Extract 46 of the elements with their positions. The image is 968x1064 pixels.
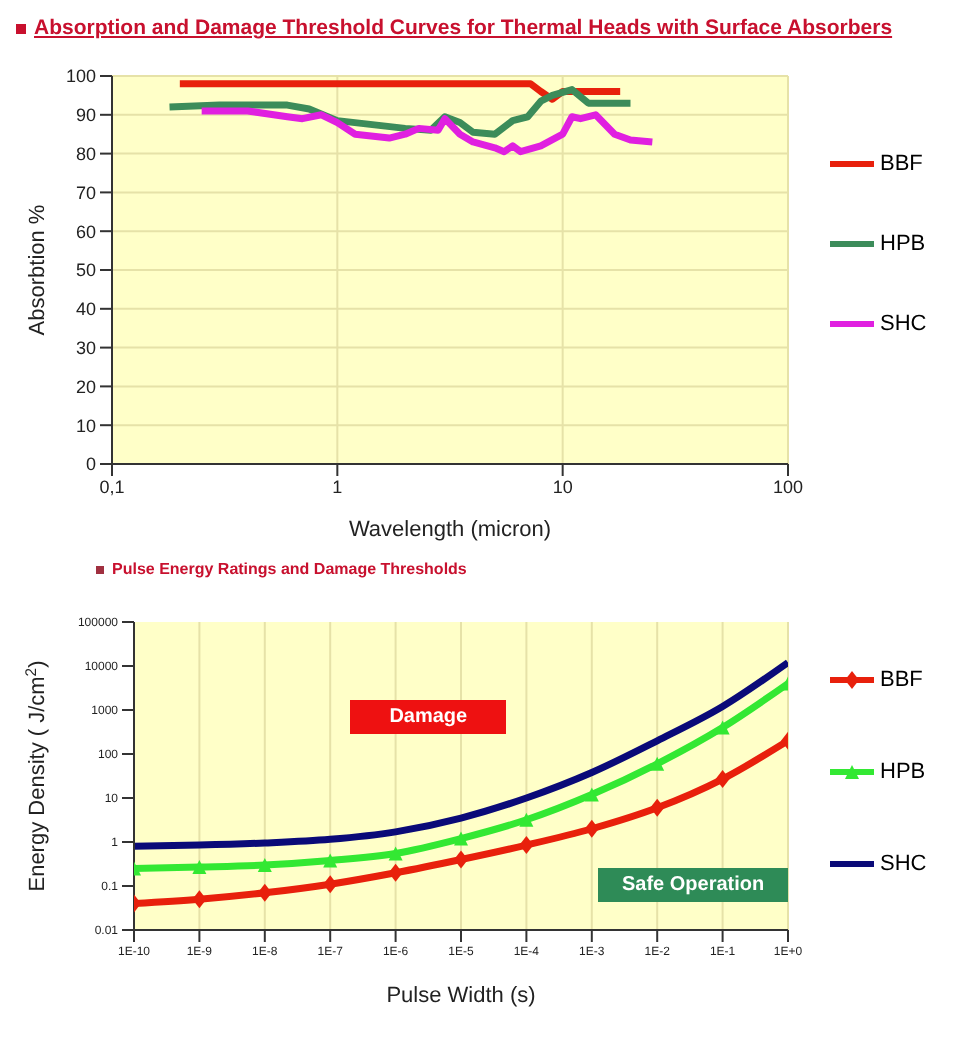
line-series xyxy=(134,659,788,850)
x-tick-label: 1 xyxy=(332,476,343,497)
point xyxy=(650,756,665,771)
x-axis-title: Pulse Width (s) xyxy=(386,984,536,1008)
chart-title: Pulse Energy Ratings and Damage Thresholds xyxy=(112,560,467,578)
x-axis-title: Wavelength (micron) xyxy=(348,518,552,542)
point xyxy=(519,812,534,827)
point xyxy=(715,770,730,789)
point xyxy=(257,858,272,873)
y-tick-label: 80 xyxy=(75,143,96,164)
point xyxy=(388,846,403,861)
legend-label: HPB xyxy=(880,232,926,256)
y-tick-label: 40 xyxy=(75,299,96,320)
y-axis-title: Absorbtion % xyxy=(26,204,50,336)
legend-label: SHC xyxy=(880,852,927,876)
chart-title: Absorption and Damage Threshold Curves for Thermal Heads with Surface Absorbers xyxy=(34,16,893,40)
x-tick-label: 0,1 xyxy=(99,476,125,497)
y-tick-label: 10 xyxy=(75,415,96,436)
label-box: Safe Operation xyxy=(598,868,788,903)
point xyxy=(650,798,665,817)
point xyxy=(454,831,468,846)
point xyxy=(715,720,730,735)
legend-label: SHC xyxy=(880,312,927,336)
y-tick-label: 0 xyxy=(85,454,96,475)
y-tick-label: 30 xyxy=(75,337,96,358)
y-tick-label: 90 xyxy=(75,105,96,126)
legend-label: HPB xyxy=(880,760,926,784)
y-tick-label: 70 xyxy=(75,182,96,203)
point xyxy=(388,863,403,882)
point xyxy=(584,787,599,802)
point xyxy=(192,860,207,875)
y-tick-label: 50 xyxy=(75,260,96,281)
line-series xyxy=(134,676,788,876)
y-tick-label: 20 xyxy=(75,376,96,397)
y-tick-label: 100 xyxy=(65,66,96,87)
y-tick-label: 60 xyxy=(75,221,96,242)
point xyxy=(519,836,534,855)
legend-label: BBF xyxy=(880,668,923,692)
point xyxy=(584,819,599,838)
x-tick-label: 100 xyxy=(772,476,804,497)
legend-label: BBF xyxy=(880,152,923,176)
point xyxy=(323,853,338,868)
point xyxy=(192,890,207,909)
x-tick-label: 10 xyxy=(552,476,573,497)
point xyxy=(454,850,468,869)
label-box: Damage xyxy=(349,699,507,733)
